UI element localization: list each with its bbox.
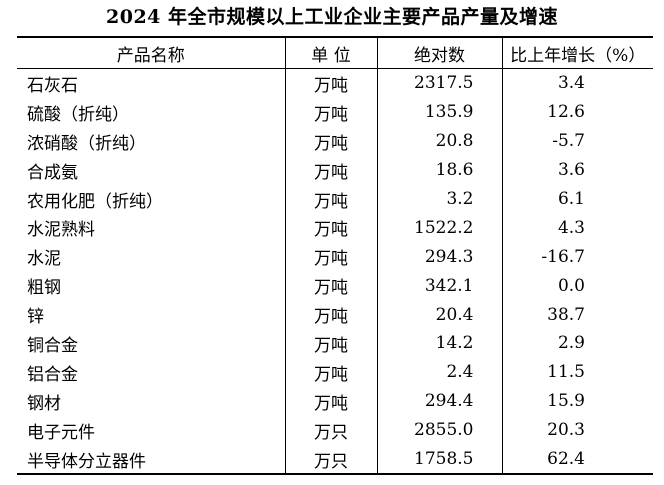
unit-cell: 万吨 [285,242,378,272]
absolute-value-cell: 2317.5 [377,68,503,98]
absolute-value-cell: 3.2 [377,184,503,214]
product-name-cell: 铜合金 [17,329,286,358]
absolute-value-cell: 2855.0 [377,415,503,445]
product-name-cell: 粗钢 [17,271,286,301]
product-name-cell: 农用化肥（折纯） [17,184,286,214]
unit-cell: 万吨 [285,68,378,98]
growth-rate-cell: 6.1 [557,189,585,209]
growth-rate-cell: 20.3 [547,420,585,441]
product-name-cell: 钢材 [17,386,286,416]
product-name-cell: 水泥 [17,242,286,272]
product-name-cell: 水泥熟料 [17,213,286,243]
product-name-cell: 电子元件 [17,415,286,445]
product-name-cell: 硫酸（折纯） [17,97,286,127]
product-name-cell: 铝合金 [17,357,286,387]
table-row: 合成氨 万吨 18.6 3.6 [17,155,653,185]
absolute-value-cell: 14.2 [377,329,503,358]
table-row: 水泥 万吨 294.3 -16.7 [17,242,653,272]
growth-rate-cell: -5.7 [552,131,585,152]
table-row: 粗钢 万吨 342.1 0.0 [17,271,653,301]
growth-rate-cell: 4.3 [557,217,585,238]
absolute-value-cell: 1758.5 [377,444,503,475]
unit-cell: 万吨 [285,357,378,387]
product-name-cell: 石灰石 [17,68,286,98]
table-row: 半导体分立器件 万只 1758.5 62.4 [17,444,653,475]
table-row: 铜合金 万吨 14.2 2.9 [17,329,653,358]
page-title: 2024 年全市规模以上工业企业主要产品产量及增速 [106,6,558,28]
absolute-value-cell: 20.8 [377,126,503,156]
table-row: 钢材 万吨 294.4 15.9 [17,386,653,416]
unit-cell: 万吨 [285,271,378,301]
unit-cell: 万吨 [285,97,378,127]
growth-rate-cell: 62.4 [547,449,585,470]
product-name-cell: 合成氨 [17,155,286,185]
unit-cell: 万只 [285,444,378,475]
table-row: 农用化肥（折纯） 万吨 3.2 6.1 [17,184,653,214]
growth-rate-cell: 0.0 [557,275,585,296]
table-row: 电子元件 万只 2855.0 20.3 [17,415,653,445]
table-row: 铝合金 万吨 2.4 11.5 [17,357,653,387]
products-table: 产品名称 单 位 绝对数 比上年增长（%） 石灰石 万吨 2317.5 3.4 硫酸（折… [17,36,653,476]
growth-rate-cell: 3.6 [557,160,585,181]
product-name-cell: 锌 [17,300,286,330]
product-name-cell: 半导体分立器件 [17,444,286,475]
unit-cell: 万吨 [285,184,378,214]
table-row: 水泥熟料 万吨 1522.2 4.3 [17,213,653,243]
unit-cell: 万只 [285,415,378,445]
absolute-value-cell: 294.3 [377,242,503,272]
absolute-value-cell: 1522.2 [377,213,503,243]
growth-rate-cell: -16.7 [541,246,585,267]
growth-rate-cell: 11.5 [547,362,585,383]
header-row: 产品名称 单 位 绝对数 比上年增长（%） [17,37,653,69]
growth-rate-cell: 2.9 [557,333,585,354]
absolute-value-cell: 2.4 [377,357,503,387]
growth-rate-cell: 3.4 [557,73,585,94]
absolute-value-cell: 135.9 [377,97,503,127]
absolute-value-cell: 18.6 [377,155,503,185]
unit-cell: 万吨 [285,386,378,416]
col-header-absolute: 绝对数 [377,37,503,69]
col-header-growth: 比上年增长（%） [502,37,653,69]
unit-cell: 万吨 [285,329,378,358]
table-row: 硫酸（折纯） 万吨 135.9 12.6 [17,97,653,127]
absolute-value-cell: 20.4 [377,300,503,330]
col-header-unit: 单 位 [285,37,378,69]
growth-rate-cell: 12.6 [547,102,585,123]
table-row: 石灰石 万吨 2317.5 3.4 [17,68,653,98]
product-name-cell: 浓硝酸（折纯） [17,126,286,156]
col-header-product-name: 产品名称 [17,37,286,69]
unit-cell: 万吨 [285,213,378,243]
table-row: 浓硝酸（折纯） 万吨 20.8 -5.7 [17,126,653,156]
unit-cell: 万吨 [285,300,378,330]
unit-cell: 万吨 [285,126,378,156]
growth-rate-cell: 38.7 [547,304,585,325]
unit-cell: 万吨 [285,155,378,185]
absolute-value-cell: 294.4 [377,386,503,416]
growth-rate-cell: 15.9 [547,391,585,412]
table-row: 锌万吨 20.4 38.7 [17,300,653,330]
absolute-value-cell: 342.1 [377,271,503,301]
